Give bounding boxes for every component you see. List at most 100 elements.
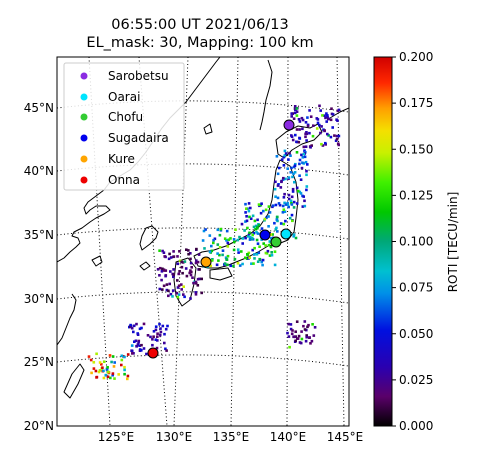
roti-point	[94, 369, 98, 373]
roti-point	[303, 204, 307, 208]
roti-point	[295, 320, 299, 323]
roti-point	[227, 238, 231, 241]
roti-point	[130, 349, 134, 353]
roti-point	[250, 236, 254, 240]
roti-point	[258, 257, 261, 261]
roti-point	[163, 255, 166, 258]
roti-point	[290, 213, 294, 217]
colorbar-tick-label: 0.200	[399, 50, 433, 64]
roti-point	[196, 284, 200, 287]
roti-point	[210, 259, 214, 262]
roti-point	[226, 263, 229, 267]
roti-point	[273, 221, 276, 225]
coastline-jeju	[139, 261, 151, 271]
roti-point	[296, 337, 300, 340]
roti-point	[335, 118, 338, 121]
roti-point	[289, 154, 292, 157]
station-marker-oarai	[280, 228, 292, 240]
meridian-gridlines	[88, 57, 345, 426]
roti-point	[164, 347, 167, 351]
roti-point	[292, 172, 295, 175]
roti-point	[308, 131, 311, 135]
roti-point	[159, 330, 163, 334]
roti-point	[249, 217, 253, 220]
roti-point	[176, 255, 179, 258]
roti-point	[166, 324, 169, 328]
roti-point	[266, 249, 270, 253]
roti-point	[283, 201, 286, 205]
roti-point	[226, 254, 230, 258]
roti-point	[215, 263, 219, 267]
roti-point	[318, 104, 321, 108]
roti-point	[180, 288, 183, 291]
roti-point	[136, 343, 140, 346]
roti-point	[152, 330, 156, 333]
roti-point	[315, 117, 319, 120]
roti-point	[155, 346, 159, 350]
colorbar-tick-label: 0.050	[399, 327, 433, 341]
roti-point	[189, 297, 192, 300]
roti-point	[154, 328, 158, 332]
lon-tick-140: 140°E	[270, 430, 307, 444]
roti-point	[111, 372, 115, 375]
roti-point	[264, 251, 268, 255]
roti-point	[254, 227, 257, 231]
roti-point	[229, 264, 232, 268]
roti-point	[311, 323, 314, 326]
roti-point	[298, 120, 302, 123]
roti-point	[303, 328, 307, 331]
roti-point	[117, 373, 120, 376]
roti-point	[337, 108, 341, 112]
roti-point	[279, 186, 283, 189]
roti-point	[287, 322, 290, 326]
roti-point	[106, 370, 110, 374]
roti-point	[275, 155, 279, 158]
roti-point	[172, 255, 176, 258]
roti-point	[169, 270, 172, 273]
roti-point	[273, 250, 277, 253]
roti-point	[268, 240, 272, 243]
station-marker-sugadaira	[259, 229, 271, 241]
roti-point	[216, 252, 219, 255]
roti-point	[142, 347, 146, 350]
roti-point	[297, 140, 301, 144]
roti-point	[262, 242, 265, 245]
roti-point	[169, 256, 173, 259]
roti-point	[305, 188, 308, 192]
roti-point	[280, 158, 284, 161]
roti-point	[301, 205, 305, 208]
roti-point	[187, 252, 190, 256]
roti-point	[248, 231, 251, 235]
roti-point	[243, 229, 246, 232]
roti-point	[283, 154, 287, 157]
roti-point	[252, 225, 256, 229]
coastlines	[57, 57, 349, 399]
coastline-island-bohai	[91, 255, 103, 267]
roti-point	[191, 276, 194, 279]
roti-point	[241, 237, 245, 240]
roti-point	[165, 349, 168, 352]
roti-point	[270, 253, 274, 257]
roti-point	[295, 128, 299, 131]
roti-point	[187, 249, 190, 252]
roti-point	[274, 203, 278, 207]
roti-point	[251, 248, 254, 252]
roti-point	[326, 114, 329, 117]
roti-point	[156, 339, 159, 342]
roti-point	[270, 237, 273, 240]
roti-point	[300, 166, 304, 170]
roti-point	[281, 178, 285, 181]
roti-point	[248, 238, 252, 241]
roti-point	[320, 125, 323, 128]
roti-point	[108, 354, 112, 357]
roti-point	[277, 202, 281, 205]
roti-point	[337, 143, 340, 147]
roti-point	[178, 259, 182, 263]
roti-point	[295, 140, 298, 144]
roti-point	[149, 335, 152, 339]
coastline-kyushu	[173, 257, 197, 307]
roti-point	[218, 246, 222, 249]
roti-point	[244, 236, 247, 240]
roti-point	[323, 129, 326, 132]
roti-point	[261, 258, 265, 262]
